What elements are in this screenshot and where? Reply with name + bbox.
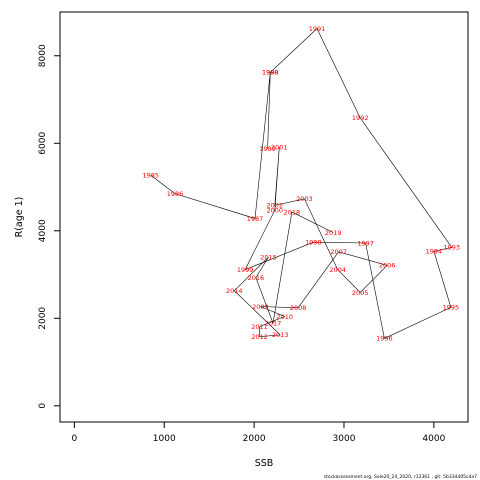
- point-label-1996: 1996: [376, 335, 393, 343]
- point-label-2003: 2003: [296, 195, 313, 203]
- x-tick-label: 4000: [422, 434, 445, 444]
- point-label-2005: 2005: [352, 289, 369, 297]
- point-label-1985: 1985: [143, 172, 160, 180]
- point-label-2012: 2012: [251, 333, 268, 341]
- point-label-1992: 1992: [352, 114, 369, 122]
- point-label-2002: 2002: [267, 202, 284, 210]
- x-tick-label: 0: [72, 434, 78, 444]
- point-label-2006: 2006: [379, 262, 396, 270]
- point-label-2014: 2014: [226, 287, 243, 295]
- point-label-2018: 2018: [284, 208, 301, 216]
- y-axis-title: R(age 1): [14, 197, 25, 238]
- point-label-2011: 2011: [251, 323, 268, 331]
- y-tick-label: 2000: [38, 307, 48, 330]
- point-label-2001: 2001: [271, 144, 288, 152]
- point-label-1999: 1999: [237, 266, 254, 274]
- point-label-1993: 1993: [444, 244, 461, 252]
- point-label-1994: 1994: [426, 248, 443, 256]
- point-label-1990: 1990: [262, 69, 279, 77]
- x-tick-label: 2000: [243, 434, 266, 444]
- footnote: stockassessment.org, Sole20_24_2020, r12…: [324, 474, 477, 480]
- point-label-1995: 1995: [443, 304, 460, 312]
- point-label-2009: 2009: [252, 303, 269, 311]
- series-path: [150, 28, 453, 339]
- x-axis: 0 1000 2000 3000 4000: [72, 421, 446, 444]
- point-labels: 1985 1986 1987 1988 1989 1990 1991 1992 19931994…: [143, 25, 461, 343]
- point-label-2007: 2007: [330, 248, 347, 256]
- point-label-2010: 2010: [276, 313, 293, 321]
- y-tick-label: 8000: [38, 44, 48, 67]
- point-label-1988: 1988: [262, 69, 279, 77]
- point-label-2016: 2016: [248, 274, 265, 282]
- x-tick-label: 3000: [333, 434, 356, 444]
- point-label-1991: 1991: [309, 25, 326, 33]
- point-label-1987: 1987: [247, 215, 264, 223]
- y-tick-label: 4000: [38, 219, 48, 242]
- x-axis-title: SSB: [255, 458, 274, 469]
- y-tick-label: 0: [38, 403, 48, 409]
- point-label-1989: 1989: [259, 145, 276, 153]
- point-label-2000: 2000: [267, 207, 284, 215]
- point-label-1986: 1986: [167, 190, 184, 198]
- point-label-2013: 2013: [272, 331, 289, 339]
- y-tick-label: 6000: [38, 132, 48, 155]
- point-label-1998: 1998: [305, 239, 322, 247]
- point-label-2019: 2019: [325, 229, 342, 237]
- point-label-2017: 2017: [265, 319, 282, 327]
- point-label-2004: 2004: [329, 266, 346, 274]
- point-label-1997: 1997: [357, 239, 374, 247]
- x-tick-label: 1000: [153, 434, 176, 444]
- y-axis: 0 2000 4000 6000 8000: [38, 44, 61, 409]
- series-line: [150, 28, 453, 339]
- point-label-2015: 2015: [260, 253, 277, 261]
- point-label-2008: 2008: [290, 304, 307, 312]
